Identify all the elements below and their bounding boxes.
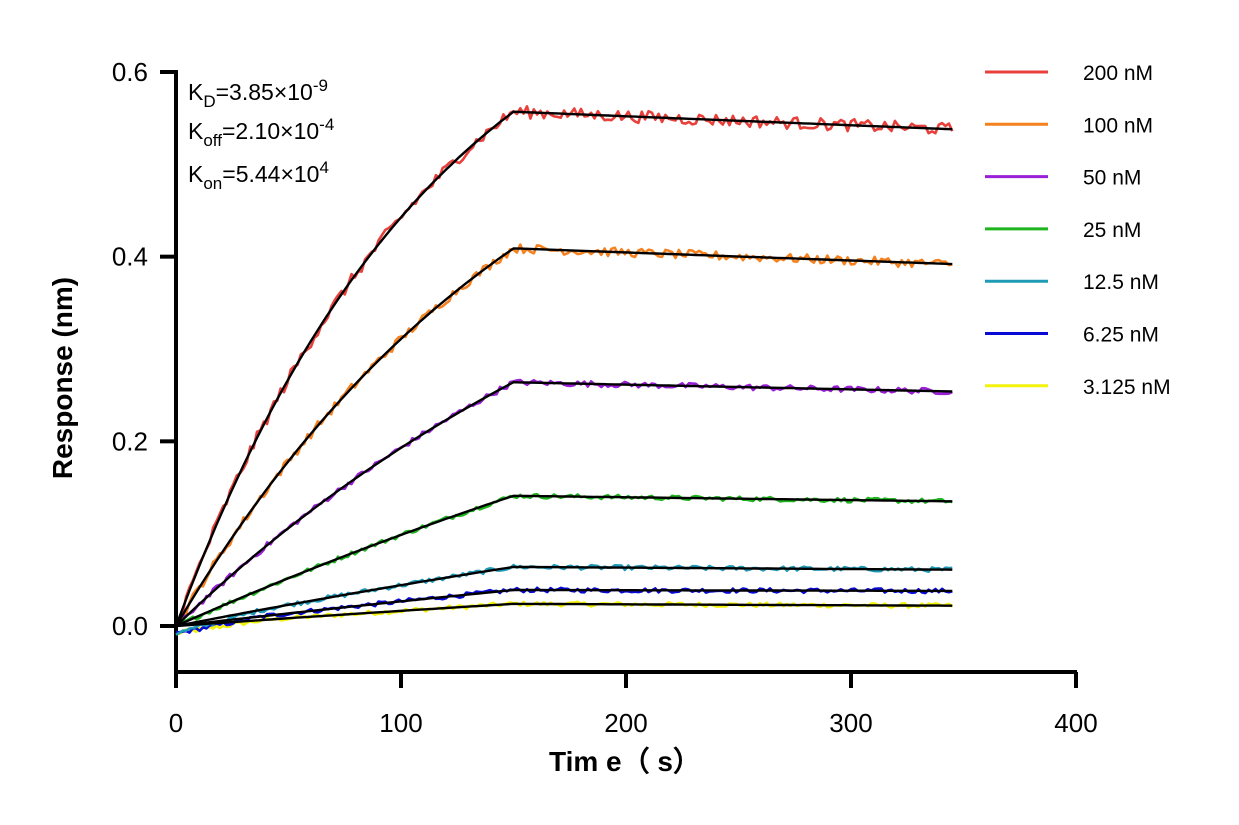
kinetics-annotation: KD=3.85×10-9 Koff=2.10×10-4 Kon=5.44×104 [188,76,334,193]
fit-curve [175,565,953,628]
fit-curves [174,110,953,628]
series-line-6.25-nm [175,586,953,634]
legend-label: 25 nM [1083,219,1141,242]
fit-curve [175,494,953,628]
legend-label: 50 nM [1083,167,1141,190]
fit-curve [175,602,953,628]
fit-curve [175,380,953,627]
legend-label: 100 nM [1083,114,1153,137]
x-tick-label: 0 [169,708,183,738]
plot-area [174,105,954,636]
x-axis-title: Tim e（ s） [549,745,701,777]
legend-label: 12.5 nM [1083,271,1159,294]
fit-curve [175,588,953,628]
fit-curve [174,110,953,627]
koff-annotation: Koff=2.10×10-4 [188,115,334,150]
y-tick-label: 0.0 [112,611,148,641]
x-tick-label: 400 [1054,708,1097,738]
x-tick-label: 200 [604,708,647,738]
fit-curve [174,247,953,627]
y-axis-title: Response (nm) [47,277,78,479]
axes: 0 100 200 300 400 0.0 0.2 0.4 0.6 Tim e（ s） Res… [47,57,1098,777]
y-tick-label: 0.2 [112,426,148,456]
kon-annotation: Kon=5.44×104 [188,158,329,193]
kd-annotation: KD=3.85×10-9 [188,76,328,111]
legend-label: 200 nM [1083,62,1153,85]
y-ticks: 0.0 0.2 0.4 0.6 [112,57,176,641]
legend-label: 3.125 nM [1083,376,1171,399]
y-tick-label: 0.6 [112,57,148,87]
x-tick-label: 300 [829,708,872,738]
legend: 200 nM 100 nM 50 nM 25 nM 12.5 nM 6.25 nM 3.12… [985,62,1171,399]
x-ticks: 0 100 200 300 400 [169,672,1098,738]
legend-label: 6.25 nM [1083,324,1159,347]
y-tick-label: 0.4 [112,242,148,272]
x-tick-label: 100 [379,708,422,738]
